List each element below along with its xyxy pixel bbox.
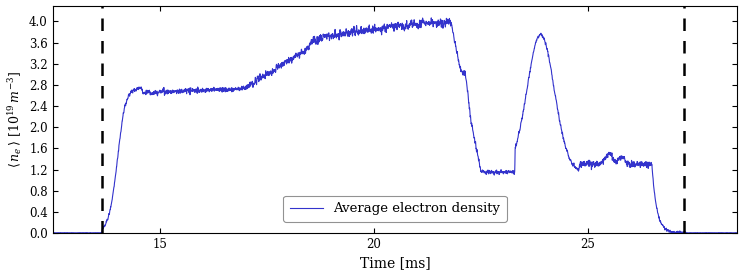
Average electron density xyxy=(453,56,462,59)
Average electron density xyxy=(733,231,742,234)
Line: Average electron density: Average electron density xyxy=(53,18,738,233)
Average electron density xyxy=(484,169,493,172)
Y-axis label: $\langle\, n_e\,\rangle\ [10^{19}\,m^{-3}]$: $\langle\, n_e\,\rangle\ [10^{19}\,m^{-3… xyxy=(5,71,24,168)
Average electron density xyxy=(426,16,435,20)
Average electron density xyxy=(556,124,565,127)
Average electron density xyxy=(82,231,91,234)
Average electron density xyxy=(684,231,693,235)
Average electron density xyxy=(592,161,601,164)
Legend: Average electron density: Average electron density xyxy=(283,196,507,222)
X-axis label: Time [ms]: Time [ms] xyxy=(360,256,430,270)
Average electron density xyxy=(48,231,57,234)
Average electron density xyxy=(296,52,305,55)
